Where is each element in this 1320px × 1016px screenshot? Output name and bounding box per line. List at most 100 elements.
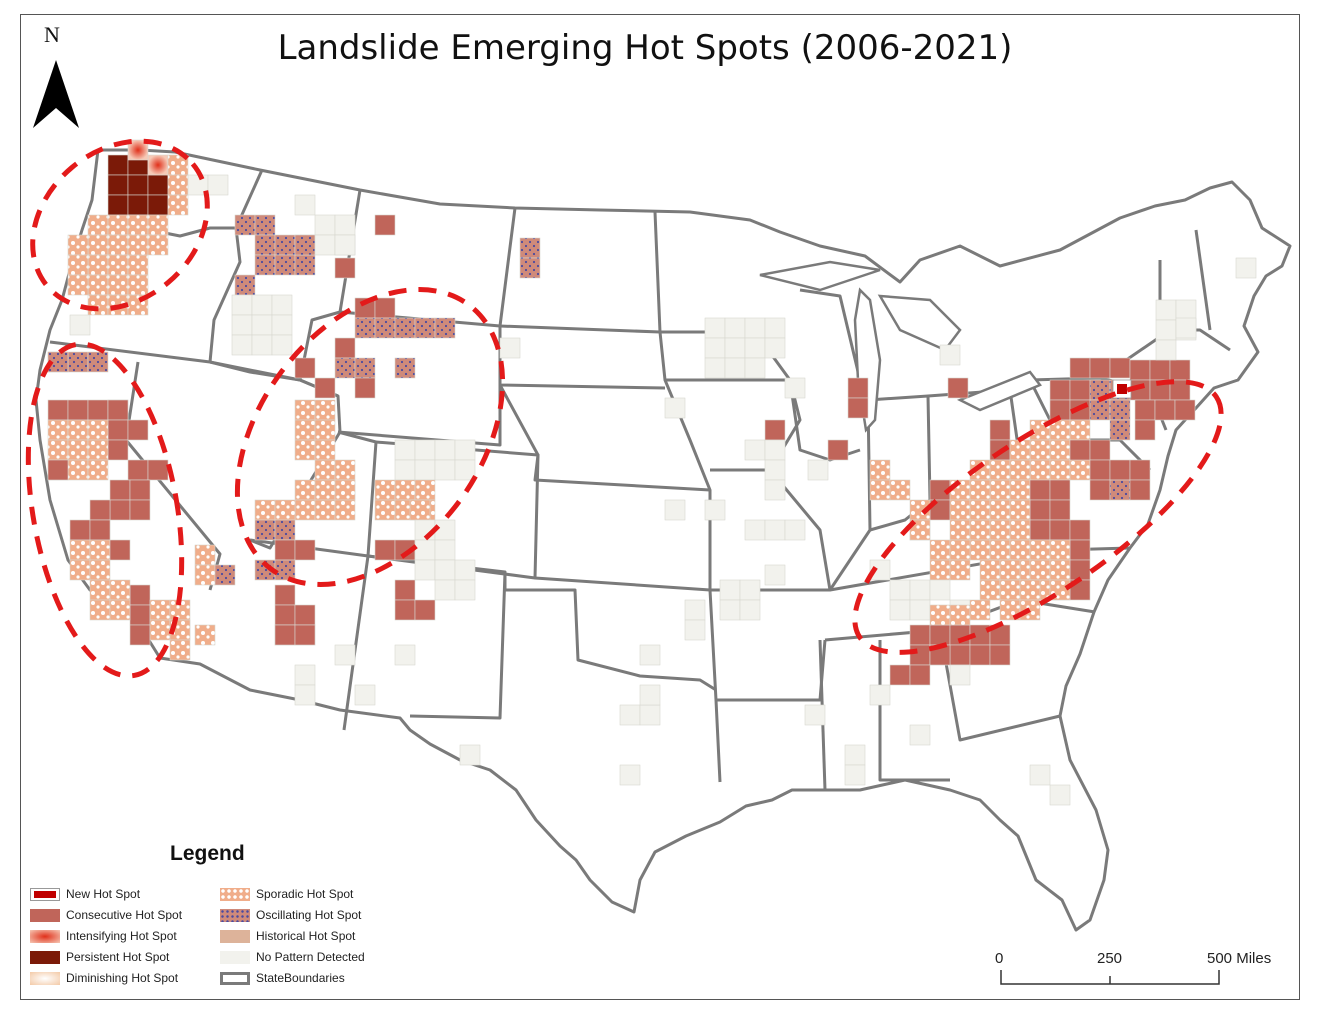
hotspot-cell: [169, 639, 191, 661]
hotspot-cell: [271, 314, 293, 336]
hotspot-cell: [374, 479, 396, 501]
hotspot-cell: [1154, 399, 1176, 421]
hotspot-cell: [47, 419, 69, 441]
hotspot-cell: [294, 604, 316, 626]
hotspot-cell: [314, 214, 336, 236]
cluster-ellipses: [25, 138, 1224, 679]
hotspot-cell: [947, 377, 969, 399]
hotspot-cell: [414, 539, 436, 561]
hotspot-cell: [89, 599, 111, 621]
hotspot-cell: [1069, 519, 1091, 541]
hotspot-cell: [1069, 419, 1091, 441]
hotspot-cell: [979, 559, 1001, 581]
scale-bar: 0 250 500 Miles: [995, 950, 1285, 995]
hotspot-cell: [764, 519, 786, 541]
hotspot-cell: [334, 357, 356, 379]
hotspot-cell: [294, 234, 316, 256]
hotspot-cell: [949, 539, 971, 561]
hotspot-cell: [764, 419, 786, 441]
hotspot-cell: [1029, 764, 1051, 786]
hotspot-cell: [989, 419, 1011, 441]
hotspot-cell: [454, 439, 476, 461]
hotspot-cell: [87, 294, 109, 316]
hotspot-cell: [1169, 359, 1191, 381]
hotspot-cell: [784, 377, 806, 399]
hotspot-cell: [827, 439, 849, 461]
consecutive-swatch: [30, 908, 60, 922]
legend-title: Legend: [170, 842, 245, 865]
boundary-swatch: [220, 971, 250, 985]
hotspot-cell: [334, 479, 356, 501]
hotspot-cell: [294, 399, 316, 421]
hotspot-cell: [334, 214, 356, 236]
hotspot-cell: [619, 704, 641, 726]
hotspot-cell: [1134, 399, 1156, 421]
hotspot-cell: [704, 499, 726, 521]
hotspot-cell: [274, 604, 296, 626]
hotspot-cell: [294, 624, 316, 646]
hotspot-cell: [67, 234, 89, 256]
hotspot-cell: [744, 519, 766, 541]
hotspot-cell: [519, 257, 541, 279]
hotspot-cell: [67, 419, 89, 441]
historical-swatch: [220, 929, 250, 943]
hotspot-cell: [87, 274, 109, 296]
hotspot-cell: [234, 214, 256, 236]
hotspot-cell: [739, 599, 761, 621]
hotspot-cell: [314, 459, 336, 481]
hotspot-cell: [1009, 439, 1031, 461]
hotspot-cell: [127, 194, 149, 216]
legend-item-boundaries: StateBoundaries: [220, 971, 345, 985]
legend-item-persistent: Persistent Hot Spot: [30, 950, 169, 964]
hotspot-cell: [499, 337, 521, 359]
hotspot-cell: [394, 644, 416, 666]
hotspot-cell: [109, 499, 131, 521]
hotspot-cell: [294, 499, 316, 521]
hotspot-cell: [251, 314, 273, 336]
hotspot-cell: [334, 257, 356, 279]
diminishing-swatch: [30, 971, 60, 985]
hotspot-cell: [167, 174, 189, 196]
hotspot-cell: [1029, 499, 1051, 521]
hotspot-cell: [949, 559, 971, 581]
hotspot-cell: [889, 599, 911, 621]
hotspot-cell: [87, 399, 109, 421]
hotspot-cell: [294, 357, 316, 379]
hotspot-cell: [254, 214, 276, 236]
hotspot-cell: [639, 704, 661, 726]
hotspot-cell: [1069, 459, 1091, 481]
legend-item-new: New Hot Spot: [30, 887, 140, 901]
hotspot-cell: [889, 664, 911, 686]
scale-label-0: 0: [995, 950, 1004, 967]
hotspot-cell: [1129, 479, 1151, 501]
hotspot-cell: [704, 337, 726, 359]
hotspot-cell: [89, 579, 111, 601]
hotspot-cell: [889, 579, 911, 601]
hotspot-cell: [127, 254, 149, 276]
hotspot-cell: [271, 294, 293, 316]
hotspot-cell: [69, 539, 91, 561]
hotspot-cell: [374, 297, 396, 319]
hotspot-cell: [67, 351, 89, 373]
hotspot-cell: [1009, 499, 1031, 521]
hotspot-cell: [1069, 559, 1091, 581]
hotspot-cell: [739, 579, 761, 601]
north-label: N: [44, 22, 60, 47]
hotspot-cell: [764, 564, 786, 586]
hotspot-cell: [869, 459, 891, 481]
hotspot-cell: [107, 214, 129, 236]
hotspot-cell: [334, 499, 356, 521]
hotspot-cell: [234, 274, 256, 296]
hotspot-cell: [1155, 339, 1177, 361]
hotspot-cell: [639, 644, 661, 666]
hotspot-cell: [334, 234, 356, 256]
hotspot-cell: [127, 459, 149, 481]
hotspot-cell: [844, 764, 866, 786]
hotspot-cell: [167, 194, 189, 216]
hotspot-cell: [807, 459, 829, 481]
hotspot-cell: [969, 599, 991, 621]
hotspot-cell: [719, 579, 741, 601]
scale-label-500: 500 Miles: [1207, 950, 1272, 967]
hotspot-cell: [294, 539, 316, 561]
hotspot-cell: [619, 764, 641, 786]
